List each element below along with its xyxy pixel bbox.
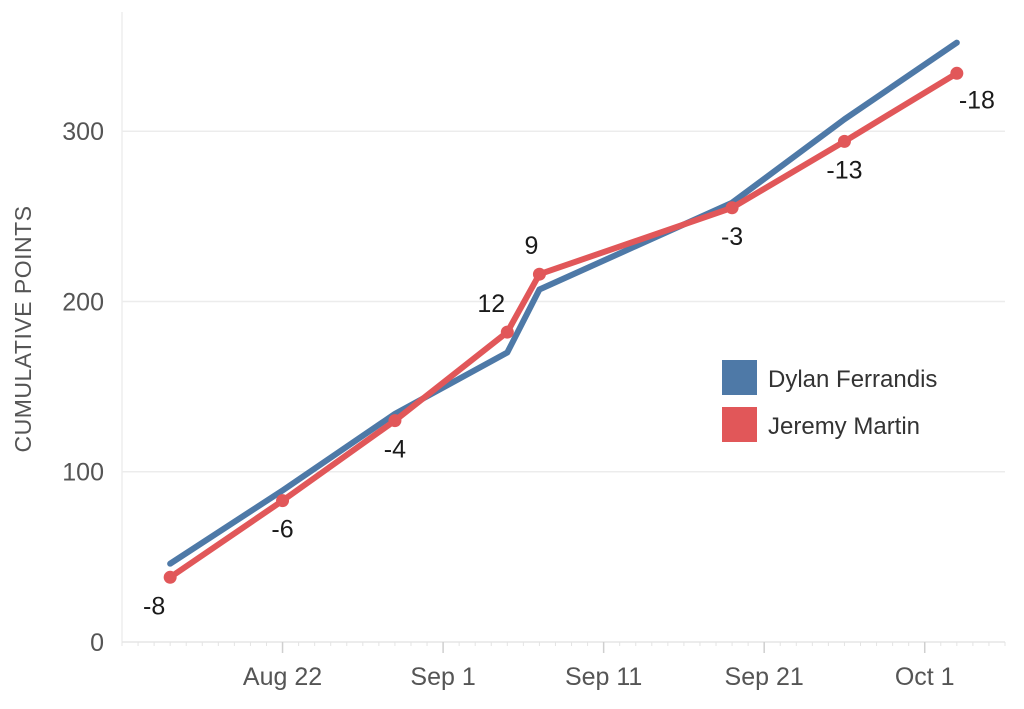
point-jeremy-martin-0 — [163, 570, 177, 584]
x-tick-label-3: Sep 21 — [725, 663, 804, 691]
data-label-jeremy-martin-2: -4 — [384, 436, 406, 464]
data-label-jeremy-martin-7: -18 — [959, 86, 995, 114]
legend-swatch-jeremy-martin — [722, 407, 757, 442]
point-jeremy-martin-2 — [388, 414, 402, 428]
legend-label-dylan-ferrandis: Dylan Ferrandis — [768, 366, 937, 393]
point-jeremy-martin-6 — [837, 134, 851, 148]
data-labels: -8 -6 -4 12 9 -3 -13 -18 — [143, 86, 995, 620]
series-line-dylan-ferrandis — [167, 39, 960, 567]
x-tick-label-1: Sep 1 — [410, 663, 475, 691]
point-jeremy-martin-5 — [725, 201, 739, 215]
data-label-jeremy-martin-0: -8 — [143, 592, 165, 620]
point-jeremy-martin-1 — [276, 494, 290, 508]
data-label-jeremy-martin-3: 12 — [477, 290, 505, 318]
axes: 0 100 200 300 Aug 22 Sep 1 Sep 11 Sep 21 Oct 1 CU… — [10, 12, 1006, 691]
x-tick-label-4: Oct 1 — [895, 663, 955, 691]
y-axis-title: CUMULATIVE POINTS — [10, 205, 36, 452]
y-tick-label-200: 200 — [62, 288, 104, 316]
data-label-jeremy-martin-5: -3 — [721, 223, 743, 251]
series-line-jeremy-martin — [167, 70, 960, 581]
legend-label-jeremy-martin: Jeremy Martin — [768, 413, 920, 440]
y-tick-label-100: 100 — [62, 459, 104, 487]
point-jeremy-martin-7 — [950, 66, 964, 80]
x-tick-label-2: Sep 11 — [565, 663, 642, 691]
series-lines — [163, 39, 964, 584]
legend-swatch-dylan-ferrandis — [722, 360, 757, 395]
y-tick-label-0: 0 — [90, 629, 104, 657]
data-label-jeremy-martin-4: 9 — [524, 232, 538, 260]
y-tick-label-300: 300 — [62, 118, 104, 146]
legend: Dylan Ferrandis Jeremy Martin — [722, 360, 937, 442]
data-label-jeremy-martin-6: -13 — [826, 156, 862, 184]
data-label-jeremy-martin-1: -6 — [271, 516, 293, 544]
point-jeremy-martin-4 — [532, 267, 546, 281]
point-jeremy-martin-3 — [500, 325, 514, 339]
x-tick-label-0: Aug 22 — [243, 663, 322, 691]
